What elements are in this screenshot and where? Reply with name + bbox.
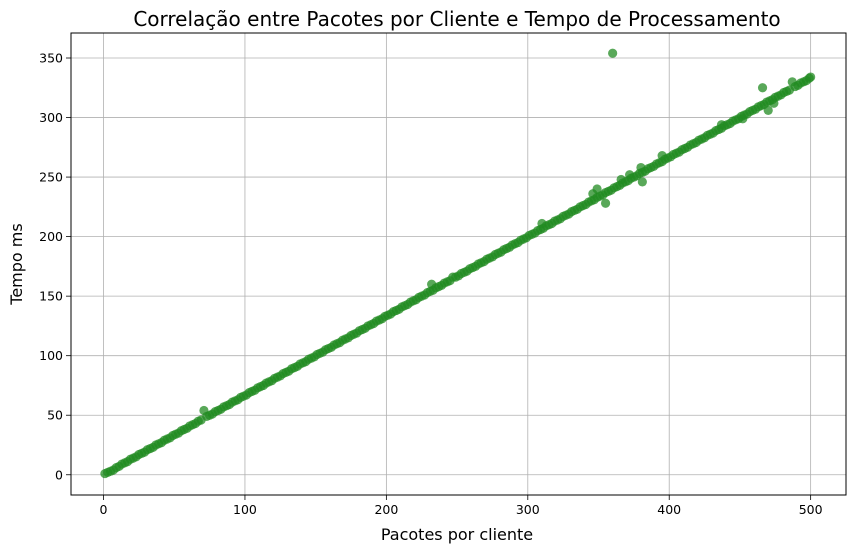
data-point: [608, 48, 618, 58]
data-point: [769, 98, 779, 108]
x-tick-label: 200: [374, 502, 398, 517]
data-point: [448, 272, 458, 282]
x-axis: 0 100 200 300 400 500: [100, 495, 823, 517]
data-point: [637, 177, 647, 187]
data-point: [716, 120, 727, 130]
y-axis-label: Tempo ms: [7, 223, 26, 305]
data-point: [592, 184, 602, 194]
y-axis: 0 50 100 150 200 250 300 350: [39, 51, 71, 482]
data-point: [199, 405, 209, 416]
y-tick-label: 350: [39, 51, 63, 66]
y-tick-label: 50: [47, 408, 63, 423]
y-tick-label: 0: [55, 467, 63, 482]
x-tick-label: 100: [233, 502, 257, 517]
data-point: [625, 170, 635, 180]
data-point: [757, 83, 768, 93]
y-tick-label: 300: [39, 110, 63, 125]
y-tick-label: 150: [39, 289, 63, 304]
chart-title: Correlação entre Pacotes por Cliente e T…: [133, 7, 780, 31]
data-point: [616, 174, 626, 185]
data-point: [657, 151, 667, 161]
x-tick-label: 400: [657, 502, 681, 517]
data-point: [763, 105, 773, 115]
y-tick-label: 250: [39, 170, 63, 185]
data-point: [537, 218, 547, 229]
data-point: [600, 198, 611, 208]
x-tick-label: 300: [516, 502, 540, 517]
data-point: [787, 77, 797, 87]
data-points: [100, 48, 816, 479]
x-axis-label: Pacotes por cliente: [381, 525, 533, 544]
data-point: [738, 114, 748, 124]
data-point: [806, 72, 816, 82]
y-tick-label: 100: [39, 348, 63, 363]
data-point: [427, 279, 437, 289]
grid: [71, 33, 846, 495]
y-tick-label: 200: [39, 229, 63, 244]
x-tick-label: 0: [100, 502, 108, 517]
x-tick-label: 500: [799, 502, 823, 517]
plot-frame: [70, 32, 847, 496]
data-point: [636, 162, 646, 173]
